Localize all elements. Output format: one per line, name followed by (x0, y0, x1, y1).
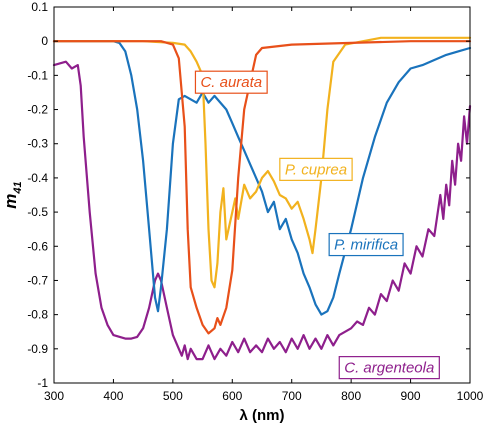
y-tick-label: -0.3 (27, 137, 48, 151)
y-axis-title-subscript: 41 (12, 181, 24, 194)
y-tick-label: -0.4 (27, 171, 48, 185)
legend-box (279, 157, 353, 181)
x-axis-ticks: 300 400 500 600 700 800 900 1000 (44, 7, 484, 403)
x-tick-label: 1000 (457, 389, 484, 403)
legend-item-c-argenteola: C. argenteola (338, 356, 440, 380)
y-tick-label: -1 (37, 376, 48, 390)
x-tick-label: 300 (44, 389, 64, 403)
x-tick-label: 700 (282, 389, 302, 403)
y-tick-label: -0.5 (27, 205, 48, 219)
legend-label: C. argenteola (344, 360, 434, 377)
x-axis-title: λ (nm) (240, 407, 285, 424)
y-tick-label: -0.2 (27, 103, 48, 117)
x-tick-label: 500 (163, 389, 183, 403)
y-axis-title: m41 (1, 181, 24, 208)
plot-frame (53, 6, 471, 384)
y-tick-label: 0 (41, 34, 48, 48)
legend-box (328, 232, 404, 257)
legend-item-p-mirifica: P. mirifica (328, 232, 404, 257)
legend-box (338, 356, 440, 380)
legend-label: P. cuprea (285, 161, 347, 178)
series-line-c-argenteola (52, 60, 472, 361)
legend-item-c-aurata: C. aurata (194, 70, 268, 94)
x-tick-label: 800 (341, 389, 361, 403)
y-axis-ticks: 0.1 0 -0.1 -0.2 -0.3 -0.4 -0.5 -0.6 -0.7 -0.8 -0.9… (27, 0, 470, 390)
y-tick-label: -0.7 (27, 273, 48, 287)
y-tick-label: 0.1 (31, 0, 48, 14)
y-tick-label: -0.1 (27, 68, 48, 82)
legend-item-p-cuprea: P. cuprea (279, 157, 353, 181)
y-tick-label: -0.6 (27, 239, 48, 253)
x-tick-label: 600 (222, 389, 242, 403)
x-tick-label: 400 (103, 389, 123, 403)
y-axis-title-main: m (1, 194, 20, 209)
legend-box (194, 70, 268, 94)
legend-label: P. mirifica (334, 237, 398, 254)
legend: C. aurata P. cuprea P. mirifica C. argenteo… (194, 70, 440, 380)
y-tick-label: -0.9 (27, 342, 48, 356)
series-line-c-aurata (52, 40, 472, 335)
y-tick-label: -0.8 (27, 308, 48, 322)
x-tick-label: 900 (401, 389, 421, 403)
legend-label: C. aurata (200, 74, 262, 91)
